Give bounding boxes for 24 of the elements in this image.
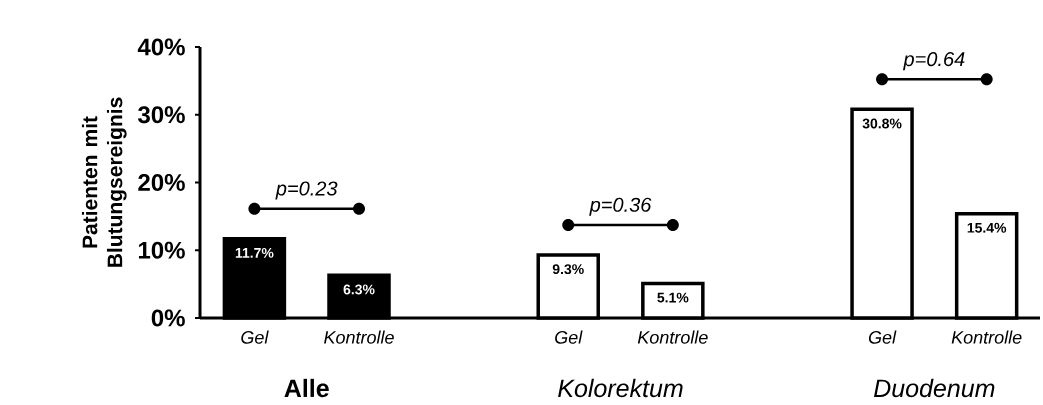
x-tick-label: Kontrolle	[637, 330, 708, 344]
y-tick-label: 0%	[151, 309, 185, 327]
text: Duodenum	[873, 378, 995, 398]
data-label: 6.3%	[343, 284, 375, 295]
y-axis-title: Patienten mit Blutungsereignis	[81, 97, 127, 267]
annotation: p=0.64	[902, 52, 965, 71]
data-label: 15.4%	[967, 222, 1007, 233]
data-label: 5.1%	[657, 292, 689, 303]
y-tick-label: 20%	[138, 174, 185, 191]
data-label: 9.3%	[552, 264, 584, 275]
x-tick-label: Gel	[241, 330, 269, 344]
data-label: 30.8%	[862, 118, 902, 129]
text: Alle	[284, 378, 329, 398]
x-tick-label: Kontrolle	[324, 330, 394, 344]
y-tick-label: 40%	[137, 38, 185, 56]
x-tick-label: Gel	[868, 330, 897, 344]
x-tick-label: Gel	[555, 330, 583, 344]
y-tick-label: 10%	[138, 241, 185, 259]
annotation: p=0.23	[275, 181, 338, 200]
x-tick-label: Kontrolle	[951, 330, 1022, 344]
data-label: 11.7%	[235, 247, 274, 258]
text: Kolorektum	[558, 378, 683, 398]
y-tick-label: 30%	[137, 106, 185, 124]
annotation: p=0.36	[589, 197, 652, 216]
